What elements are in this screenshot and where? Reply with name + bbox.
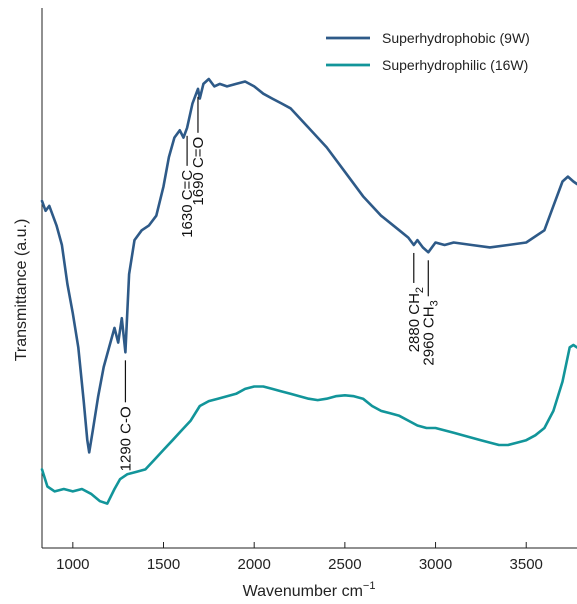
annotation-label-ch2: 2880 CH2 xyxy=(406,287,426,352)
annotation-text: 1630 C=C xyxy=(179,170,196,238)
x-tick-label: 2000 xyxy=(237,556,270,573)
series-layer xyxy=(40,77,577,505)
annotation-label-c-c: 1630 C=C xyxy=(179,170,196,238)
legend-label-2: Superhydrophilic (16W) xyxy=(382,57,528,73)
x-tick-label: 2500 xyxy=(328,556,361,573)
axes: 1000 1500 2000 2500 3000 3500 Wavenumber cm−1 T… xyxy=(13,8,577,600)
annotation-label-ch3: 2960 CH3 xyxy=(420,300,440,365)
annotation-text: 2960 CH xyxy=(420,306,437,365)
annotation-label-c-o: 1290 C-O xyxy=(117,406,134,471)
x-tick-label: 3500 xyxy=(510,556,543,573)
annotation-label-c-o2: 1690 C=O xyxy=(190,137,207,206)
annotation-subscript: 2 xyxy=(414,287,426,293)
annotation-text: 1690 C=O xyxy=(190,137,207,206)
series-line-1 xyxy=(40,77,577,454)
x-axis-title: Wavenumber cm−1 xyxy=(243,580,376,600)
x-tick-label: 3000 xyxy=(419,556,452,573)
y-axis-title: Transmittance (a.u.) xyxy=(13,219,30,362)
x-tick-label: 1000 xyxy=(56,556,89,573)
legend: Superhydrophobic (9W) Superhydrophilic (1… xyxy=(326,30,530,73)
series-line-2 xyxy=(40,343,577,505)
annotation-text: 1290 C-O xyxy=(117,406,134,471)
legend-label-1: Superhydrophobic (9W) xyxy=(382,30,530,46)
x-axis-title-text: Wavenumber cm xyxy=(243,583,363,600)
annotation-subscript: 3 xyxy=(428,300,440,306)
x-axis-title-superscript: −1 xyxy=(363,580,376,592)
x-tick-label: 1500 xyxy=(147,556,180,573)
annotation-text: 2880 CH xyxy=(406,293,423,352)
